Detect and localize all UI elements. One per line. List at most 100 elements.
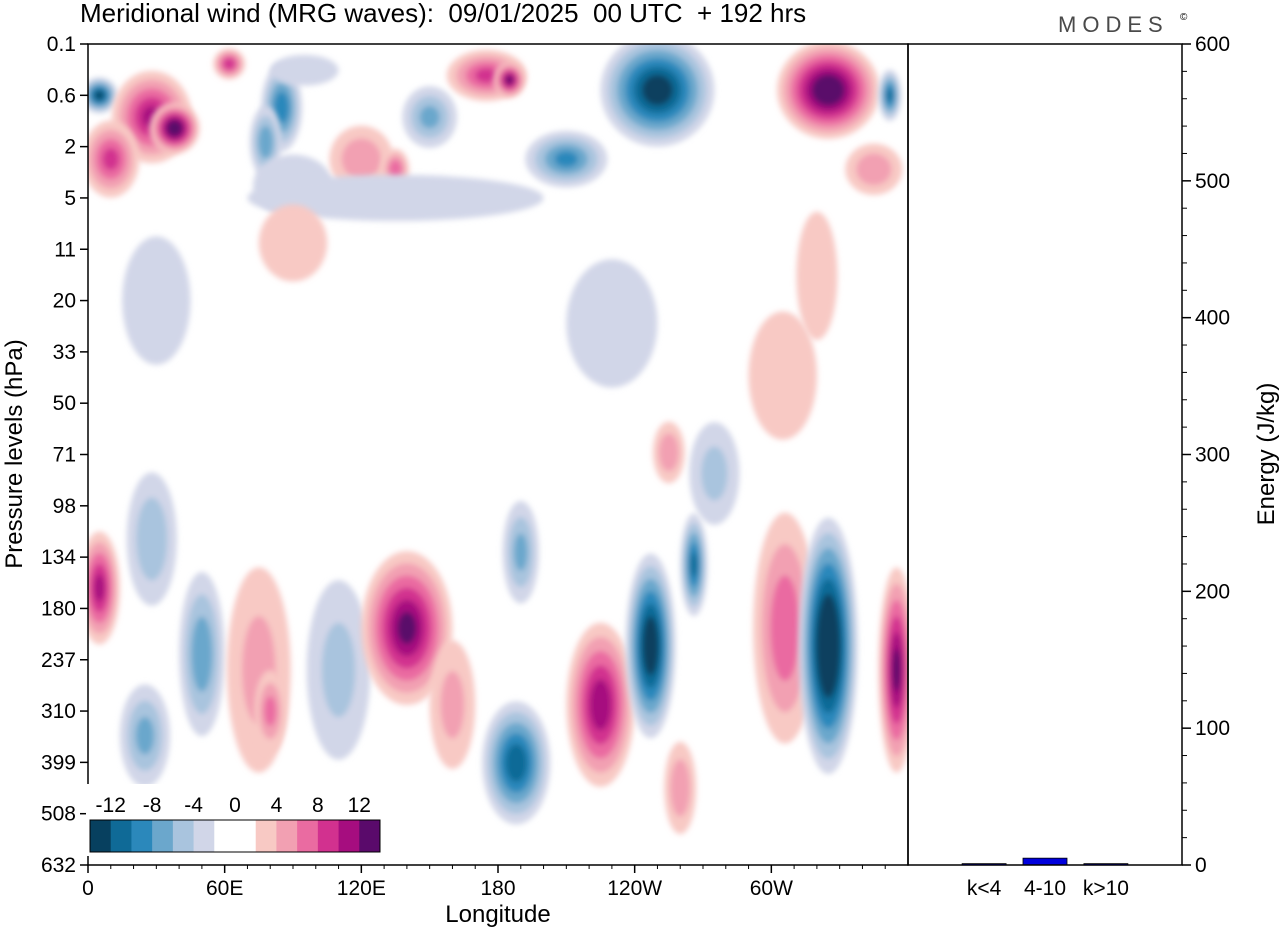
y-tick-label: 508 xyxy=(41,803,76,826)
wind-anomaly-32 xyxy=(429,640,476,769)
x-tick-label: 120W xyxy=(607,877,662,900)
energy-axis: 0 100 200 300 400 500 600 xyxy=(1182,33,1230,877)
y-tick-label: 2 xyxy=(64,136,76,159)
energy-tick-label: 200 xyxy=(1195,580,1230,603)
wind-anomaly-21 xyxy=(566,259,658,388)
colorbar-swatch xyxy=(152,820,174,852)
colorbar-label: -4 xyxy=(184,794,203,817)
colorbar-swatch xyxy=(214,820,236,852)
wind-anomaly-35 xyxy=(566,622,635,787)
wind-anomaly-18 xyxy=(845,143,903,195)
y-axis: 0.1 0.6 2 5 11 20 33 50 71 98 134 180 237 310 399 508 63… xyxy=(41,33,88,877)
brand-logo: MODES xyxy=(1058,12,1169,37)
y-tick-label: 98 xyxy=(53,495,76,518)
wind-anomaly-34 xyxy=(502,500,539,604)
colorbar-swatch xyxy=(110,820,132,852)
wind-anomaly-29 xyxy=(254,670,287,753)
y-tick-label: 134 xyxy=(41,546,76,569)
wind-anomaly-41 xyxy=(798,517,858,775)
wind-anomaly-22 xyxy=(796,211,838,341)
y-tick-label: 71 xyxy=(53,444,76,467)
x-axis-label: Longitude xyxy=(445,901,550,928)
colorbar-swatch xyxy=(90,820,112,852)
x-tick-label: 0 xyxy=(82,877,94,900)
wind-anomaly-43 xyxy=(664,741,697,835)
energy-tick-label: 600 xyxy=(1195,33,1230,56)
energy-tick-label: 0 xyxy=(1195,854,1207,877)
brand-mark: © xyxy=(1180,12,1188,23)
y-tick-label: 0.6 xyxy=(47,84,76,107)
wind-anomaly-14 xyxy=(525,130,608,188)
wind-anomaly-39 xyxy=(652,421,685,484)
colorbar-label: 0 xyxy=(229,794,241,817)
x-axis: 0 60E 120E 180 120W 60W xyxy=(82,865,886,900)
y-axis-label: Pressure levels (hPa) xyxy=(1,339,28,568)
x-tick-label: 120E xyxy=(337,877,386,900)
y-tick-label: 50 xyxy=(53,392,76,415)
y-tick-label: 0.1 xyxy=(47,33,76,56)
wind-anomaly-28 xyxy=(226,567,291,773)
wind-anomaly-42 xyxy=(878,567,908,773)
colorbar-swatch xyxy=(338,820,360,852)
wind-anomaly-2 xyxy=(149,102,200,154)
y-tick-label: 399 xyxy=(41,751,76,774)
wind-anomaly-27 xyxy=(179,572,225,737)
colorbar-label: 4 xyxy=(271,794,283,817)
wind-anomaly-0 xyxy=(88,77,118,114)
bar-chart-frame xyxy=(907,43,1183,866)
wind-anomaly-33 xyxy=(482,701,551,825)
energy-bar xyxy=(1022,857,1068,866)
wind-anomaly-40 xyxy=(753,512,817,744)
heatmap-area xyxy=(88,44,908,835)
colorbar-swatch xyxy=(193,820,215,852)
wind-anomaly-7 xyxy=(270,54,339,86)
wind-anomaly-17 xyxy=(878,69,902,121)
wind-anomaly-3 xyxy=(88,120,140,198)
colorbar: -12 -8 -4 0 4 8 12 xyxy=(86,784,384,856)
wind-anomaly-23 xyxy=(122,236,191,365)
y-tick-label: 180 xyxy=(41,597,76,620)
wind-anomaly-44 xyxy=(748,311,817,440)
energy-tick-label: 100 xyxy=(1195,717,1230,740)
wind-anomaly-13 xyxy=(493,61,526,98)
colorbar-label: 12 xyxy=(348,794,371,817)
y-tick-label: 20 xyxy=(53,290,76,313)
y-tick-label: 5 xyxy=(64,187,76,210)
x-tick-label: 180 xyxy=(480,877,515,900)
colorbar-border xyxy=(89,819,381,853)
wind-anomaly-24 xyxy=(88,531,120,645)
energy-tick-label: 500 xyxy=(1195,170,1230,193)
wind-anomaly-37 xyxy=(680,513,708,617)
wind-anomaly-16 xyxy=(777,44,880,139)
bar-category-label: k>10 xyxy=(1083,877,1129,900)
wind-anomaly-11 xyxy=(402,86,457,148)
wind-anomaly-38 xyxy=(689,422,740,525)
colorbar-swatch xyxy=(255,820,277,852)
energy-bar-chart: k<4 4-10 k>10 xyxy=(961,857,1129,900)
colorbar-swatch xyxy=(131,820,153,852)
colorbar-swatch xyxy=(172,820,195,852)
wind-anomaly-30 xyxy=(306,580,371,760)
x-tick-label: 60E xyxy=(206,877,243,900)
y-tick-label: 632 xyxy=(41,854,76,877)
bar-category-label: 4-10 xyxy=(1024,877,1066,900)
colorbar-label: 8 xyxy=(312,794,324,817)
y-tick-label: 237 xyxy=(41,649,76,672)
wind-anomaly-36 xyxy=(625,553,676,739)
colorbar-swatch xyxy=(276,820,298,852)
wind-anomaly-20 xyxy=(258,204,328,282)
y-tick-label: 33 xyxy=(53,341,76,364)
colorbar-swatch xyxy=(317,820,340,852)
chart-title: Meridional wind (MRG waves): 09/01/2025 … xyxy=(80,0,806,28)
bar-category-label: k<4 xyxy=(967,877,1002,900)
wind-anomaly-26 xyxy=(119,684,170,788)
wind-anomaly-15 xyxy=(600,44,715,147)
colorbar-swatch xyxy=(235,820,257,852)
wind-anomaly-25 xyxy=(126,472,177,606)
x-tick-label: 60W xyxy=(750,877,793,900)
wind-anomaly-31 xyxy=(361,551,453,706)
colorbar-swatch xyxy=(359,820,381,852)
colorbar-label: -8 xyxy=(143,794,162,817)
energy-axis-label: Energy (J/kg) xyxy=(1253,383,1280,526)
